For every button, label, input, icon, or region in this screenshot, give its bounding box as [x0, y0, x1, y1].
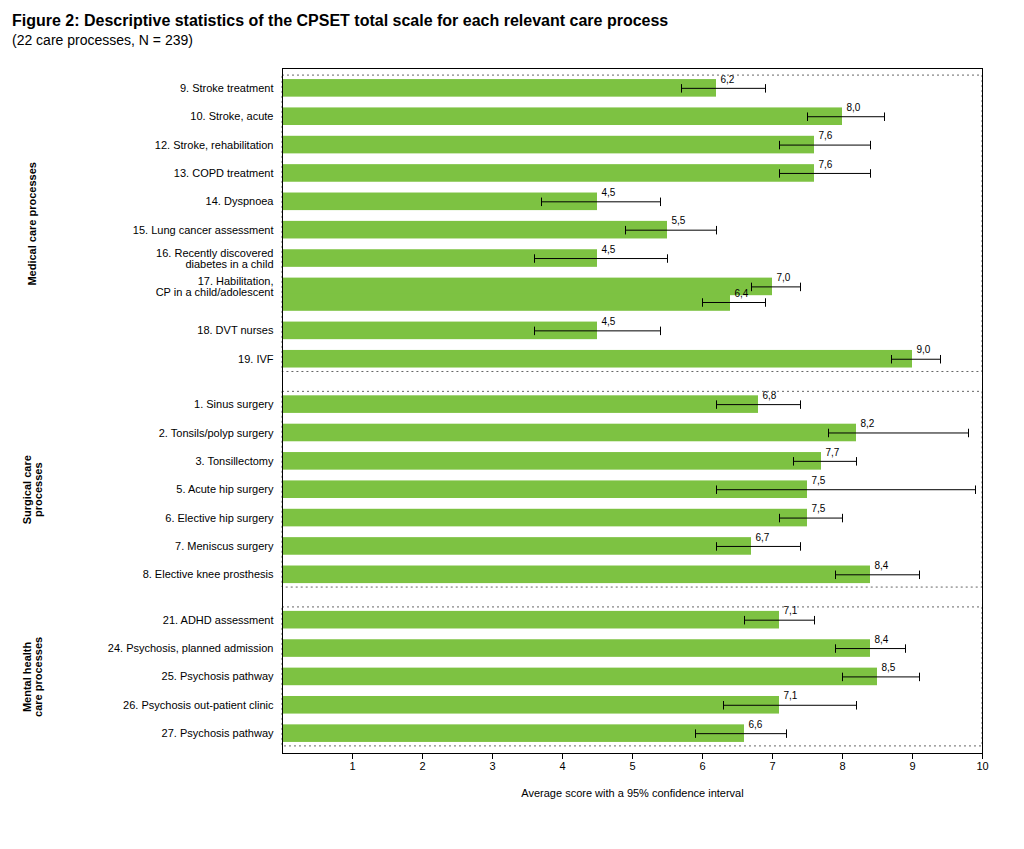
svg-text:4,5: 4,5	[602, 316, 616, 327]
svg-text:27. Psychosis pathway: 27. Psychosis pathway	[162, 727, 274, 739]
svg-text:Average score with a 95% confi: Average score with a 95% confidence inte…	[521, 787, 743, 799]
html-text:Figure 2: Descriptive statisti: Figure 2: Descriptive statistics of the …	[12, 12, 669, 29]
svg-text:6. Elective hip surgery: 6. Elective hip surgery	[165, 512, 274, 524]
svg-text:6,8: 6,8	[763, 390, 777, 401]
svg-text:6,6: 6,6	[749, 719, 763, 730]
svg-text:9: 9	[909, 760, 915, 772]
svg-text:18. DVT nurses: 18. DVT nurses	[197, 324, 274, 336]
svg-text:7,1: 7,1	[784, 605, 798, 616]
svg-text:8. Elective knee prosthesis: 8. Elective knee prosthesis	[143, 568, 274, 580]
svg-text:12. Stroke, rehabilitation: 12. Stroke, rehabilitation	[155, 139, 274, 151]
svg-text:10: 10	[976, 760, 988, 772]
svg-text:9,0: 9,0	[917, 344, 931, 355]
svg-text:5. Acute hip surgery: 5. Acute hip surgery	[176, 483, 274, 495]
svg-text:8,0: 8,0	[847, 102, 861, 113]
svg-text:1. Sinus surgery: 1. Sinus surgery	[194, 398, 274, 410]
svg-text:6,7: 6,7	[756, 532, 770, 543]
svg-text:19. IVF: 19. IVF	[238, 353, 274, 365]
svg-text:7,6: 7,6	[819, 159, 833, 170]
svg-text:4,5: 4,5	[602, 244, 616, 255]
svg-text:16. Recently discovereddiabete: 16. Recently discovereddiabetes in a chi…	[156, 247, 273, 270]
svg-text:8,4: 8,4	[875, 634, 889, 645]
svg-text:4,5: 4,5	[602, 187, 616, 198]
svg-text:15. Lung cancer assessment: 15. Lung cancer assessment	[133, 224, 274, 236]
html-text:(22 care processes, N = 239): (22 care processes, N = 239)	[12, 32, 193, 48]
svg-text:7,5: 7,5	[812, 475, 826, 486]
svg-text:7: 7	[769, 760, 775, 772]
svg-text:5,5: 5,5	[672, 215, 686, 226]
svg-text:Surgical careprocesses: Surgical careprocesses	[21, 455, 44, 524]
svg-text:1: 1	[349, 760, 355, 772]
svg-text:7,6: 7,6	[819, 130, 833, 141]
svg-text:8,2: 8,2	[861, 418, 875, 429]
svg-text:26. Psychosis out-patient clin: 26. Psychosis out-patient clinic	[123, 699, 274, 711]
svg-text:25. Psychosis pathway: 25. Psychosis pathway	[162, 670, 274, 682]
svg-text:6,4: 6,4	[735, 288, 749, 299]
svg-text:7,0: 7,0	[777, 272, 791, 283]
svg-text:5: 5	[629, 760, 635, 772]
svg-text:6: 6	[699, 760, 705, 772]
svg-text:9. Stroke treatment: 9. Stroke treatment	[180, 82, 274, 94]
svg-text:7,1: 7,1	[784, 690, 798, 701]
svg-text:8,4: 8,4	[875, 560, 889, 571]
svg-text:7,5: 7,5	[812, 503, 826, 514]
svg-text:6,2: 6,2	[720, 73, 735, 85]
svg-text:2. Tonsils/polyp surgery: 2. Tonsils/polyp surgery	[159, 427, 274, 439]
svg-text:13. COPD treatment: 13. COPD treatment	[174, 167, 274, 179]
svg-text:3. Tonsillectomy: 3. Tonsillectomy	[195, 455, 274, 467]
svg-text:3: 3	[489, 760, 495, 772]
svg-text:Medical care processes: Medical care processes	[26, 162, 38, 286]
svg-text:8: 8	[839, 760, 845, 772]
svg-text:10. Stroke, acute: 10. Stroke, acute	[190, 110, 273, 122]
svg-text:21. ADHD assessment: 21. ADHD assessment	[163, 614, 274, 626]
svg-text:8,5: 8,5	[882, 662, 896, 673]
svg-text:17. Habilitation,CP in a child: 17. Habilitation,CP in a child/adolescen…	[156, 275, 274, 298]
svg-text:4: 4	[559, 760, 565, 772]
svg-text:14. Dyspnoea: 14. Dyspnoea	[206, 195, 275, 207]
svg-text:Mental healthcare processes: Mental healthcare processes	[21, 637, 44, 717]
svg-text:7,7: 7,7	[826, 447, 840, 458]
svg-text:24. Psychosis, planned admissi: 24. Psychosis, planned admission	[108, 642, 274, 654]
svg-text:7. Meniscus surgery: 7. Meniscus surgery	[175, 540, 274, 552]
svg-text:2: 2	[419, 760, 425, 772]
